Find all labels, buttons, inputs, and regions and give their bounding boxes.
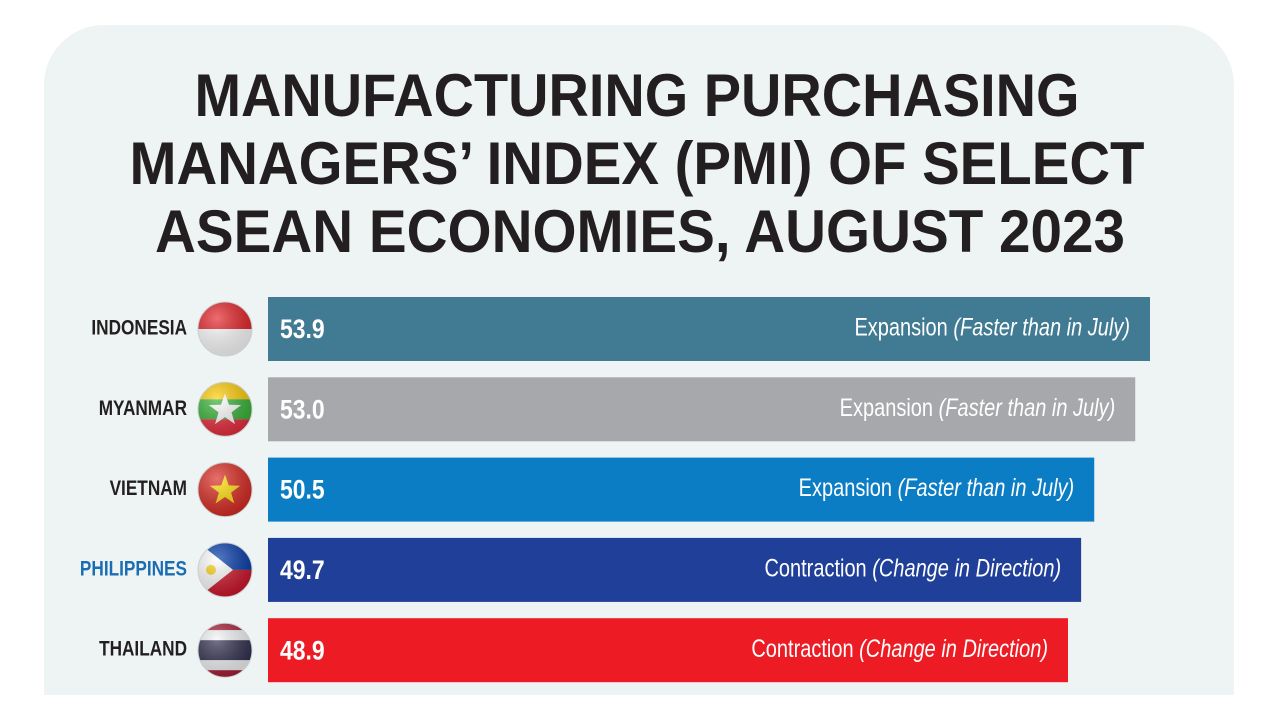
note: (Faster than in July) (939, 394, 1116, 422)
flag (197, 301, 253, 357)
annotation: Expansion (Faster than in July) (854, 314, 1130, 342)
status: Contraction (751, 635, 853, 663)
category-label: PHILIPPINES (80, 558, 187, 581)
status: Expansion (854, 314, 947, 342)
category-label: MYANMAR (99, 397, 187, 420)
note: (Faster than in July) (953, 314, 1130, 342)
annotation: Expansion (Faster than in July) (799, 474, 1075, 502)
status: Expansion (799, 474, 892, 502)
category-label: THAILAND (99, 638, 187, 661)
bar (268, 457, 1095, 522)
flag-shade (197, 462, 253, 518)
flag-shade (197, 381, 253, 437)
chart-title: MANAGERS’ INDEX (PMI) OF SELECT (130, 130, 1145, 197)
status: Contraction (764, 554, 866, 582)
bar (268, 377, 1136, 442)
flag (197, 381, 253, 437)
flag-shade (197, 542, 253, 598)
value-label: 53.9 (280, 314, 325, 344)
category-label: INDONESIA (91, 317, 187, 340)
chart-title: MANUFACTURING PURCHASING (195, 62, 1080, 129)
value-label: 49.7 (280, 555, 325, 585)
flag-shade (197, 301, 253, 357)
flag-shade (197, 622, 253, 678)
value-label: 50.5 (280, 475, 325, 505)
category-label: VIETNAM (110, 478, 187, 501)
note: (Change in Direction) (859, 635, 1048, 663)
bar (268, 537, 1082, 602)
bar (268, 297, 1150, 361)
annotation: Contraction (Change in Direction) (751, 635, 1048, 663)
flag (197, 622, 253, 678)
bar (268, 618, 1068, 683)
value-label: 48.9 (280, 636, 325, 666)
annotation: Expansion (Faster than in July) (840, 394, 1116, 422)
value-label: 53.0 (280, 395, 325, 425)
chart-title: ASEAN ECONOMIES, AUGUST 2023 (155, 198, 1125, 265)
status: Expansion (840, 394, 933, 422)
note: (Faster than in July) (898, 474, 1075, 502)
flag (197, 462, 253, 518)
annotation: Contraction (Change in Direction) (764, 554, 1061, 582)
note: (Change in Direction) (872, 554, 1061, 582)
